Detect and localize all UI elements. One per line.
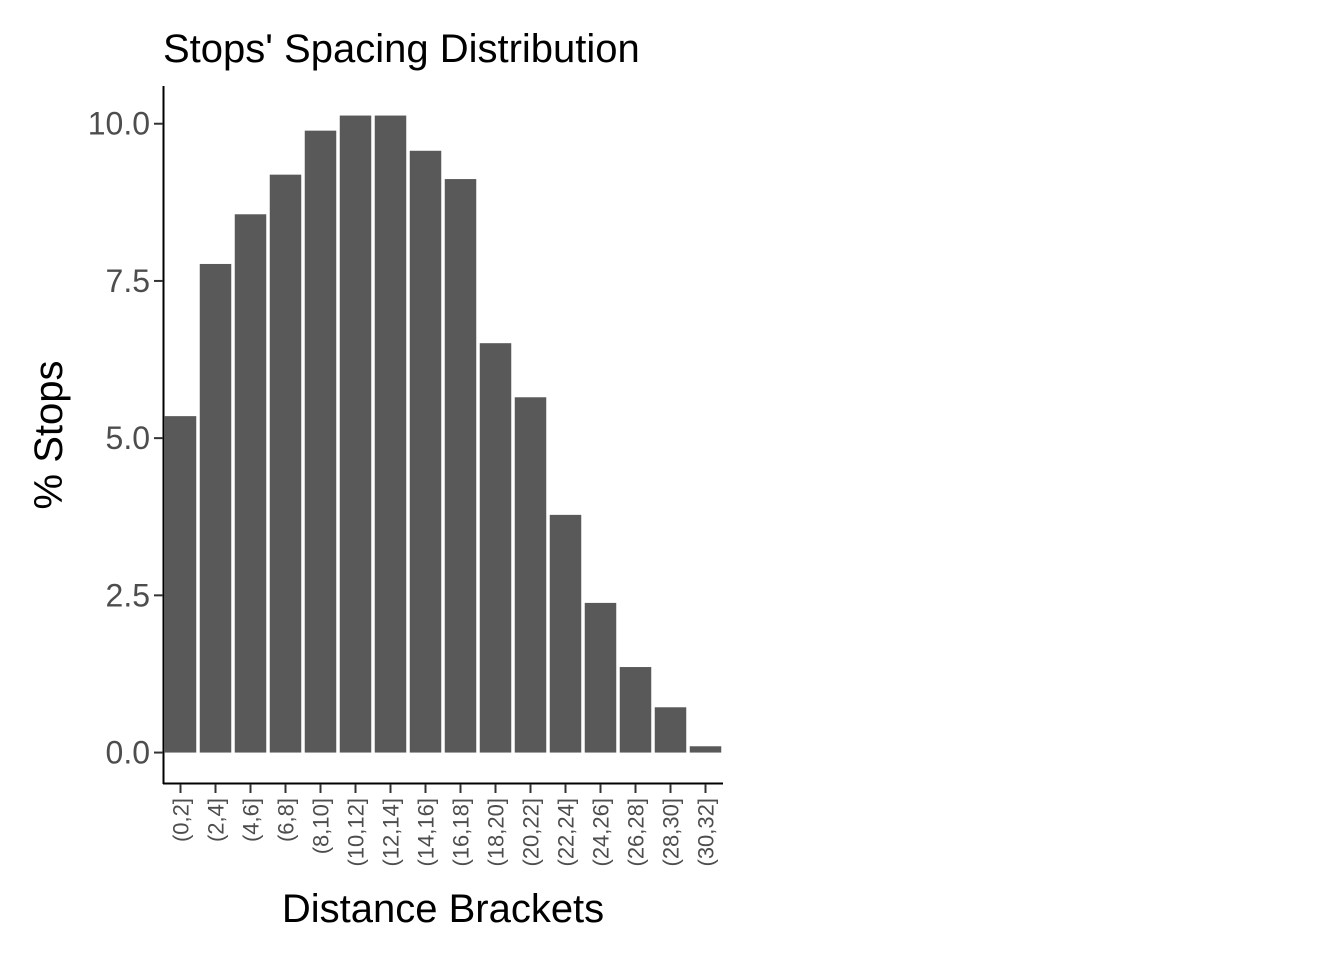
y-tick-label-3: 7.5 (106, 263, 150, 299)
bar-3 (269, 174, 302, 753)
x-ticks: (0,2] (2,4] (4,6] (6,8] (8,10] (10,12] (12,14]… (169, 784, 719, 867)
bar-13 (619, 667, 652, 753)
y-tick-label-1: 2.5 (106, 577, 150, 613)
x-tick-label-15: (30,32] (694, 798, 719, 867)
y-tick-label-2: 5.0 (106, 420, 150, 456)
bar-10 (514, 397, 547, 753)
x-tick-label-7: (14,16] (414, 798, 439, 867)
bar-2 (234, 214, 267, 753)
y-tick-label-4: 10.0 (88, 106, 150, 142)
bar-9 (479, 343, 512, 753)
x-tick-label-3: (6,8] (274, 798, 299, 842)
bar-5 (339, 115, 372, 753)
bar-6 (374, 115, 407, 753)
bar-11 (549, 514, 582, 753)
bar-8 (444, 179, 477, 753)
x-tick-label-8: (16,18] (449, 798, 474, 867)
bar-1 (199, 263, 232, 753)
bar-14 (654, 707, 687, 753)
bar-7 (409, 150, 442, 753)
x-tick-label-11: (22,24] (554, 798, 579, 867)
x-axis-title: Distance Brackets (282, 887, 604, 931)
x-tick-label-4: (8,10] (309, 798, 334, 854)
y-ticks: 0.0 2.5 5.0 7.5 10.0 (88, 106, 163, 771)
y-axis-title: % Stops (27, 361, 71, 510)
axes (162, 86, 723, 785)
bars (164, 115, 722, 753)
x-tick-label-14: (28,30] (659, 798, 684, 867)
x-tick-label-5: (10,12] (344, 798, 369, 867)
x-tick-label-10: (20,22] (519, 798, 544, 867)
bar-4 (304, 130, 337, 753)
bar-15 (689, 746, 722, 753)
bar-12 (584, 602, 617, 753)
bar-0 (164, 416, 197, 753)
chart-title: Stops' Spacing Distribution (163, 27, 640, 71)
x-tick-label-9: (18,20] (484, 798, 509, 867)
y-tick-label-0: 0.0 (106, 735, 150, 771)
x-tick-label-2: (4,6] (239, 798, 264, 842)
x-tick-label-1: (2,4] (204, 798, 229, 842)
x-tick-label-6: (12,14] (379, 798, 404, 867)
x-tick-label-0: (0,2] (169, 798, 194, 842)
x-tick-label-13: (26,28] (624, 798, 649, 867)
x-tick-label-12: (24,26] (589, 798, 614, 867)
